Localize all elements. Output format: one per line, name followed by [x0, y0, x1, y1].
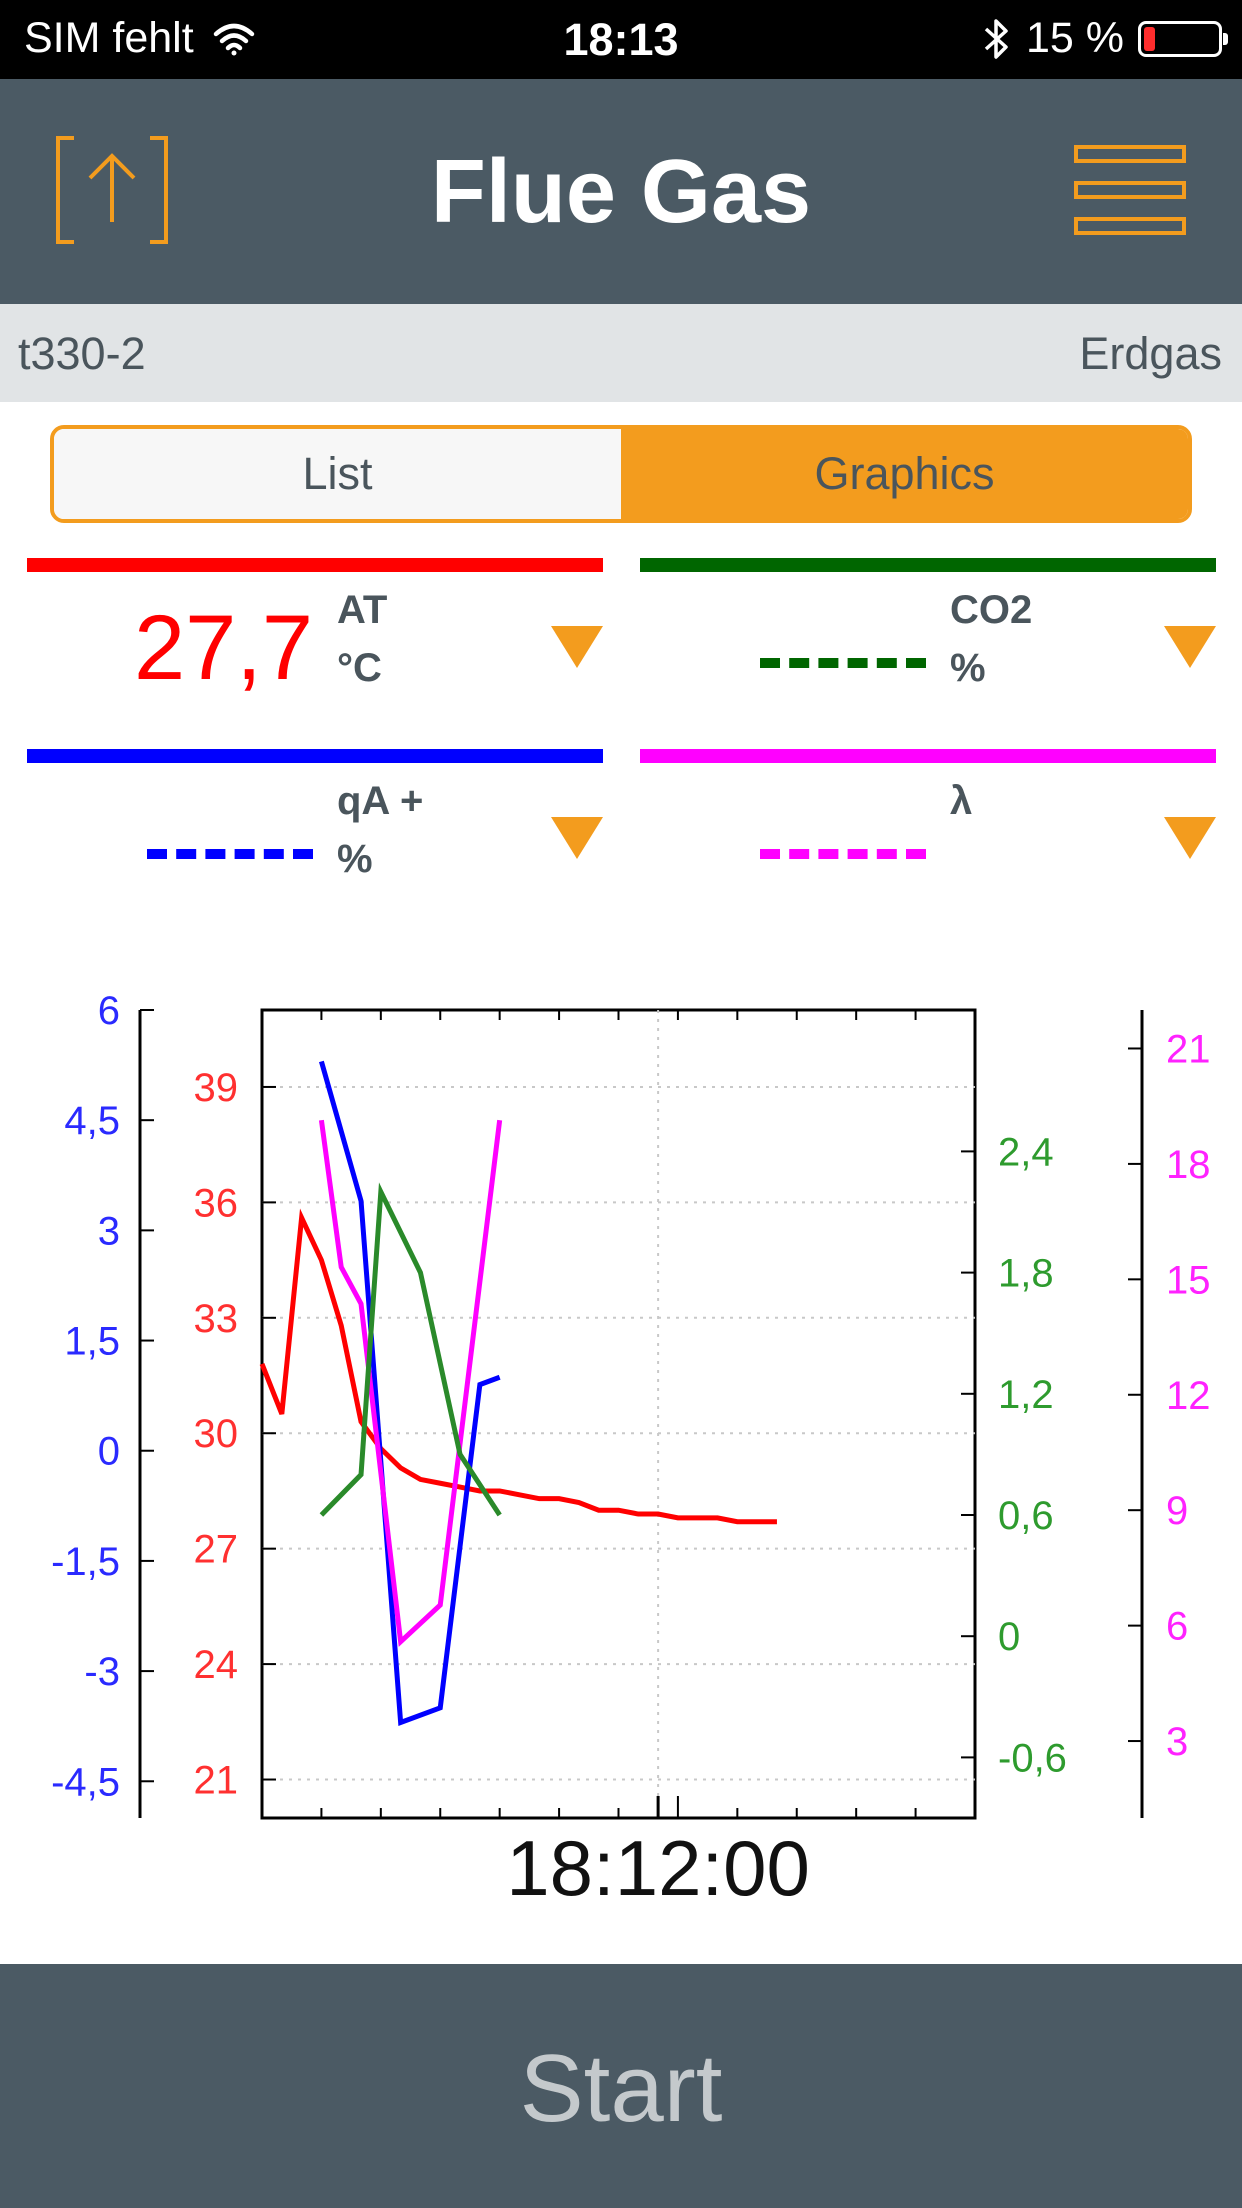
- channel-line-sample: [147, 849, 313, 859]
- y-tick-label: 1,8: [998, 1252, 1054, 1296]
- carrier-label: SIM fehlt: [24, 14, 194, 62]
- y-tick-label: 6: [1166, 1605, 1188, 1649]
- bluetooth-icon: [984, 18, 1008, 59]
- y-tick-label: 1,5: [64, 1320, 120, 1364]
- dropdown-arrow-icon[interactable]: [551, 817, 603, 859]
- device-bar: t330-2 Erdgas: [0, 304, 1242, 402]
- y-tick-label: 33: [194, 1297, 239, 1341]
- battery-fill: [1144, 26, 1155, 51]
- y-tick-label: 6: [98, 989, 120, 1033]
- y-tick-label: 12: [1166, 1374, 1211, 1418]
- y-tick-label: 36: [194, 1181, 239, 1225]
- channel-name: qA +: [337, 779, 424, 823]
- y-tick-label: 0,6: [998, 1494, 1054, 1538]
- y-tick-label: 1,2: [998, 1373, 1054, 1417]
- device-name: t330-2: [18, 328, 146, 379]
- y-tick-label: 0: [98, 1430, 120, 1474]
- channel-color-bar: [640, 558, 1216, 572]
- y-tick-label: -3: [84, 1650, 120, 1694]
- app-header: Flue Gas: [0, 79, 1242, 304]
- y-tick-label: 3: [98, 1209, 120, 1253]
- tab-graphics[interactable]: Graphics: [621, 429, 1188, 519]
- series-line-2: [318, 1119, 503, 1647]
- trend-chart[interactable]: 64,531,50-1,5-3-4,5393633302724212,41,81…: [0, 960, 1242, 1950]
- channel-color-bar: [640, 749, 1216, 763]
- wifi-icon: [213, 23, 254, 55]
- tab-list[interactable]: List: [54, 429, 621, 519]
- y-tick-label: 2,4: [998, 1130, 1054, 1174]
- y-tick-label: 0: [998, 1615, 1020, 1659]
- y-tick-label: -1,5: [51, 1540, 120, 1584]
- dropdown-arrow-icon[interactable]: [551, 626, 603, 668]
- status-right: 15 %: [982, 14, 1228, 63]
- y-tick-label: 27: [194, 1528, 239, 1572]
- y-tick-label: -0,6: [998, 1736, 1067, 1780]
- channel-name: λ: [950, 779, 973, 823]
- channel-color-bar: [27, 749, 603, 763]
- y-tick-label: 24: [194, 1643, 239, 1687]
- channel-name: CO2: [950, 588, 1033, 632]
- series-line-0: [259, 1208, 777, 1525]
- dropdown-arrow-icon[interactable]: [1164, 817, 1216, 859]
- channel-tile-co2[interactable]: CO2 %: [640, 558, 1216, 738]
- view-toggle: List Graphics: [50, 425, 1192, 523]
- y-tick-label: 39: [194, 1066, 239, 1110]
- menu-button[interactable]: [1072, 143, 1188, 239]
- channel-unit: %: [337, 837, 373, 881]
- channel-tile-at[interactable]: 27,7 AT °C: [27, 558, 603, 738]
- channel-tile-lambda[interactable]: λ: [640, 749, 1216, 929]
- export-icon: [56, 136, 168, 244]
- y-tick-label: 30: [194, 1412, 239, 1456]
- battery-percent: 15 %: [1025, 14, 1124, 62]
- channel-line-sample: [760, 658, 926, 668]
- dropdown-arrow-icon[interactable]: [1164, 626, 1216, 668]
- y-tick-label: 9: [1166, 1489, 1188, 1533]
- y-tick-label: 15: [1166, 1258, 1211, 1302]
- menu-icon: [1074, 145, 1186, 235]
- channel-value: 27,7: [133, 597, 313, 699]
- channel-line-sample: [760, 849, 926, 859]
- y-tick-label: -4,5: [51, 1760, 120, 1804]
- channel-tile-qa[interactable]: qA + %: [27, 749, 603, 929]
- series-line-1: [319, 1060, 501, 1727]
- channel-name: AT: [337, 588, 388, 632]
- start-button-label: Start: [519, 2035, 723, 2142]
- status-time: 18:13: [563, 14, 679, 65]
- page-title: Flue Gas: [430, 142, 812, 242]
- channel-unit: °C: [337, 646, 382, 690]
- y-tick-label: 18: [1166, 1143, 1211, 1187]
- y-tick-label: 4,5: [64, 1099, 120, 1143]
- battery-nub: [1223, 32, 1228, 45]
- status-bar: SIM fehlt 18:13 15 %: [0, 0, 1242, 79]
- y-tick-label: 3: [1166, 1720, 1188, 1764]
- y-tick-label: 21: [1166, 1027, 1211, 1071]
- fuel-type: Erdgas: [1079, 328, 1222, 379]
- status-left: SIM fehlt: [24, 14, 256, 63]
- export-button[interactable]: [54, 134, 170, 246]
- channel-color-bar: [27, 558, 603, 572]
- start-button[interactable]: Start: [0, 1964, 1242, 2208]
- y-tick-label: 21: [194, 1759, 239, 1803]
- channel-unit: %: [950, 646, 986, 690]
- battery-icon: [1138, 20, 1228, 57]
- x-axis-label: 18:12:00: [506, 1824, 810, 1912]
- series-line-3: [319, 1182, 502, 1517]
- plot-frame: [260, 1008, 977, 1820]
